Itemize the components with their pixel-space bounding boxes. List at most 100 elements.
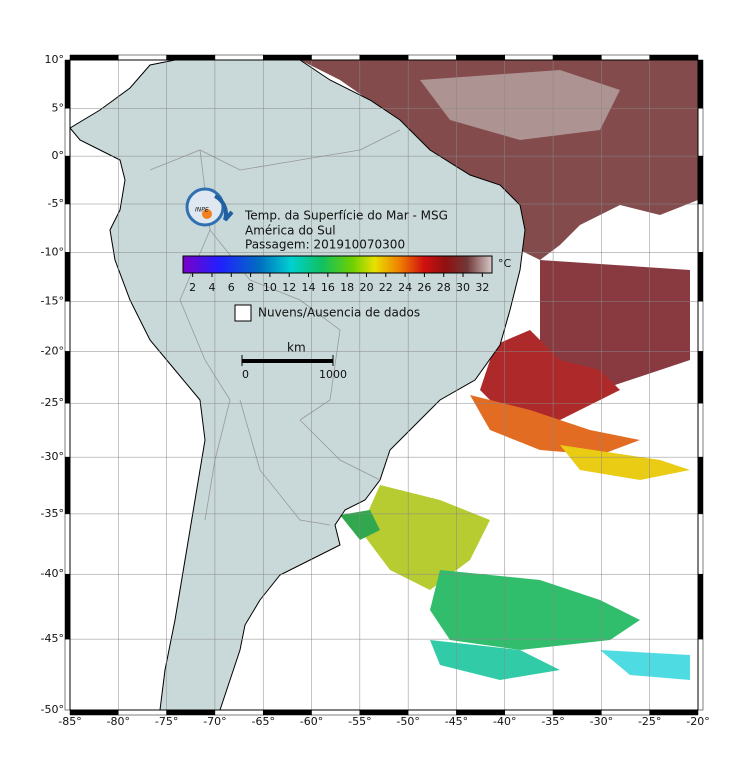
lat-tick-label: -35° <box>41 507 64 520</box>
lat-tick-label: -15° <box>41 294 64 307</box>
lat-tick-label: -25° <box>41 396 64 409</box>
frame-segment <box>64 252 71 302</box>
sst-field <box>300 60 698 680</box>
frame-segment <box>601 54 650 61</box>
frame-segment <box>311 709 361 716</box>
lat-tick-label: -20° <box>41 344 64 357</box>
lat-tick-label: 10° <box>45 53 65 66</box>
south-america-landmass <box>69 59 526 711</box>
scale-bar-body <box>242 359 333 363</box>
frame-segment <box>214 54 264 61</box>
frame-segment <box>214 709 264 716</box>
frame-segment <box>64 638 71 711</box>
lat-tick-label: -30° <box>41 450 64 463</box>
legend-label: Nuvens/Ausencia de dados <box>258 306 420 320</box>
frame-segment <box>64 108 71 157</box>
frame-segment <box>697 203 704 253</box>
frame-segment <box>407 709 457 716</box>
colorbar-tick-label: 2 <box>189 281 196 294</box>
colorbar-tick-label: 6 <box>228 281 235 294</box>
lat-tick-label: 0° <box>52 149 65 162</box>
frame-segment <box>697 59 704 109</box>
inpe-logo: INPE <box>185 187 234 227</box>
colorbar-unit: °C <box>498 257 512 270</box>
frame-segment <box>456 709 506 716</box>
frame-segment <box>504 54 554 61</box>
colorbar-tick-label: 30 <box>456 281 470 294</box>
colorbar-tick-label: 10 <box>263 281 277 294</box>
frame-segment <box>166 709 216 716</box>
lon-tick-label: -85° <box>58 715 81 728</box>
lon-tick-label: -75° <box>155 715 178 728</box>
frame-segment <box>407 54 457 61</box>
colorbar <box>182 255 493 274</box>
frame-segment <box>311 54 361 61</box>
frame-segment <box>697 573 704 640</box>
lat-tick-label: -10° <box>41 245 64 258</box>
legend-swatch <box>234 304 252 322</box>
colorbar-tick-label: 24 <box>398 281 412 294</box>
frame-segment <box>697 351 704 404</box>
frame-segment <box>64 155 71 205</box>
frame-segment <box>552 709 602 716</box>
frame-segment <box>697 155 704 205</box>
frame-segment <box>118 709 167 716</box>
frame-segment <box>64 59 71 109</box>
colorbar-tick-label: 14 <box>302 281 316 294</box>
frame-segment <box>697 456 704 515</box>
lon-tick-label: -55° <box>348 715 371 728</box>
frame-segment <box>69 54 119 61</box>
frame-segment <box>64 456 71 515</box>
lon-tick-label: -65° <box>251 715 274 728</box>
lon-tick-label: -40° <box>493 715 516 728</box>
lon-tick-label: -35° <box>541 715 564 728</box>
lon-tick-label: -60° <box>300 715 323 728</box>
colorbar-tick-label: 8 <box>247 281 254 294</box>
frame-segment <box>697 513 704 575</box>
lat-tick-label: -40° <box>41 567 64 580</box>
frame-segment <box>697 252 704 302</box>
scale-bar: 0 1000 <box>241 355 347 381</box>
frame-segment <box>601 709 650 716</box>
frame-segment <box>262 54 312 61</box>
frame-segment <box>552 54 602 61</box>
colorbar-tick-label: 20 <box>359 281 373 294</box>
scale-tick-label: 0 <box>242 368 249 381</box>
colorbar-tick-label: 4 <box>208 281 215 294</box>
frame-segment <box>166 54 216 61</box>
frame-segment <box>64 513 71 575</box>
lat-tick-label: 5° <box>52 101 65 114</box>
colorbar-tick-label: 12 <box>282 281 296 294</box>
colorbar-tick-label: 18 <box>340 281 354 294</box>
lon-tick-label: -45° <box>445 715 468 728</box>
frame-segment <box>697 638 704 711</box>
frame-segment <box>359 54 409 61</box>
map-frame: -85° -80° -75° -70° -65° -60° -55° -50° -45° -40°… <box>41 53 710 728</box>
lon-tick-label: -80° <box>107 715 130 728</box>
colorbar-ticks: 2 4 6 8 10 12 14 16 18 20 22 24 26 28 30 32 <box>189 273 489 294</box>
lon-tick-label: -70° <box>203 715 226 728</box>
frame-segment <box>359 709 409 716</box>
colorbar-tick-label: 16 <box>321 281 335 294</box>
lat-tick-label: -45° <box>41 632 64 645</box>
frame-segment <box>64 203 71 253</box>
lon-tick-label: -50° <box>396 715 419 728</box>
colorbar-tick-label: 26 <box>417 281 431 294</box>
frame-segment <box>697 301 704 352</box>
lon-tick-label: -30° <box>590 715 613 728</box>
frame-segment <box>504 709 554 716</box>
frame-segment <box>649 709 699 716</box>
frame-segment <box>64 573 71 640</box>
pass-time: Passagem: 201910070300 <box>245 238 405 252</box>
frame-segment <box>64 351 71 404</box>
lon-tick-label: -20° <box>686 715 709 728</box>
frame-segment <box>69 709 119 716</box>
map-subtitle: América do Sul <box>245 224 336 238</box>
frame-border <box>69 59 699 711</box>
frame-segment <box>118 54 167 61</box>
lon-tick-label: -25° <box>638 715 661 728</box>
frame-segment <box>456 54 506 61</box>
logo-text: INPE <box>195 207 209 214</box>
map-title: Temp. da Superfície do Mar - MSG <box>244 209 448 223</box>
